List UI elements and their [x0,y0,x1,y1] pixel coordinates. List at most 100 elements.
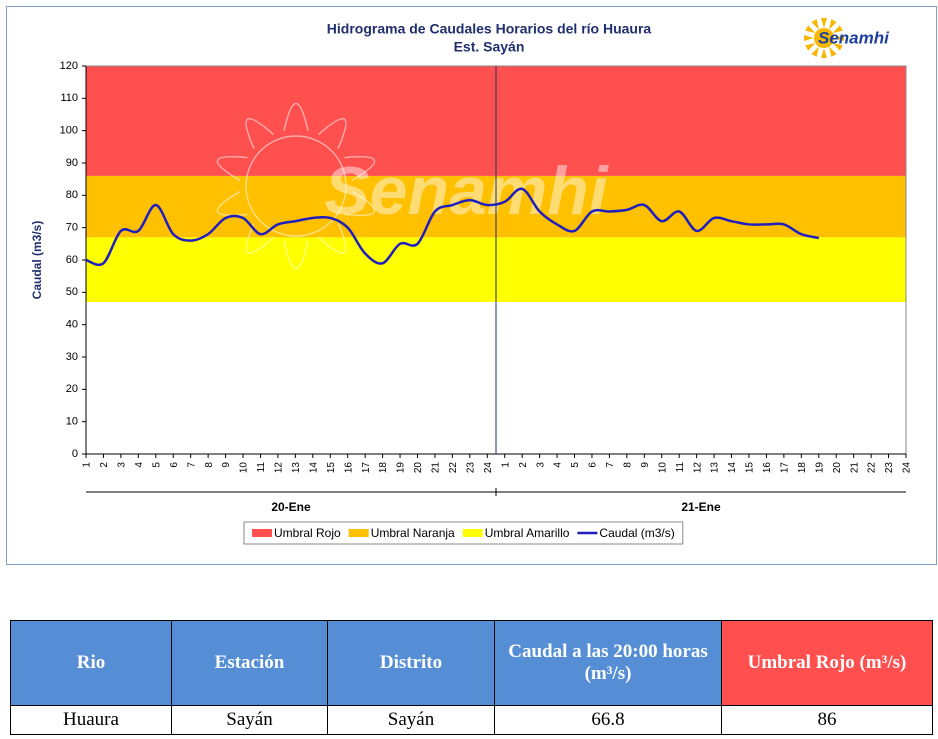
watermark-ray [245,223,274,254]
x-tick-label: 6 [588,462,599,468]
legend-label: Umbral Rojo [274,526,341,540]
legend-swatch [252,529,272,537]
x-tick-label: 19 [396,462,407,474]
x-tick-label: 6 [169,462,180,468]
x-tick-label: 18 [378,462,389,474]
header-cell: Estación [171,620,328,706]
x-tick-label: 23 [465,462,476,474]
x-tick-label: 19 [814,462,825,474]
logo-ray [805,43,816,51]
series-line [85,187,820,267]
x-tick-label: 8 [622,462,633,468]
header-cell: Rio [10,620,172,706]
watermark-sun [216,102,376,270]
legend-swatch [462,529,483,537]
watermark-core [245,135,347,237]
watermark-ray [318,118,347,149]
x-tick-label: 15 [326,462,337,474]
x-tick-label: 12 [692,462,703,474]
y-tick-label: 70 [66,222,78,234]
x-tick-label: 20 [413,462,424,474]
y-tick-label: 0 [72,448,78,460]
x-tick-label: 8 [204,462,215,468]
header-cell: Umbral Rojo (m³/s) [721,620,933,706]
x-tick-label: 3 [117,462,128,468]
x-tick-label: 15 [745,462,756,474]
x-tick-label: 11 [675,462,686,473]
watermark-ray [344,155,376,182]
y-tick-label: 40 [66,319,78,331]
logo-ray [821,48,827,58]
x-tick-label: 5 [570,462,581,468]
watermark-ray [318,223,347,254]
y-tick-label: 120 [60,60,78,72]
x-tick-label: 1 [500,462,511,468]
logo-ray [811,19,819,30]
x-tick-label: 12 [274,462,285,474]
y-tick-label: 50 [66,286,78,298]
y-tick-label: 110 [60,92,78,104]
x-tick-label: 11 [256,462,267,473]
header-cell: Caudal a las 20:00 horas (m³/s) [494,620,722,706]
x-tick-label: 1 [82,462,93,468]
watermark-ray [344,190,376,217]
x-tick-label: 16 [343,462,354,474]
x-tick-label: 3 [535,462,546,468]
x-tick-label: 2 [518,462,529,468]
x-tick-label: 4 [553,462,564,468]
watermark: Senamhi [324,153,610,229]
summary-table: Rio Estación Distrito Caudal a las 20:00… [10,620,933,735]
legend-label: Umbral Amarillo [485,526,570,540]
x-tick-label: 9 [221,462,232,468]
logo-ray [832,43,843,51]
y-tick-label: 20 [66,383,78,395]
legend-label: Caudal (m3/s) [599,526,674,540]
cell: Sayán [327,705,495,735]
x-tick-label: 21 [849,462,860,474]
x-tick-label: 10 [239,462,250,474]
y-tick-label: 90 [66,157,78,169]
x-tick-label: 14 [727,462,738,474]
logo-ray [829,19,837,30]
logo-sun [804,18,844,58]
logo-ray [832,25,843,33]
x-tick-label: 23 [884,462,895,474]
x-tick-label: 7 [605,462,616,468]
x-tick-label: 21 [431,462,442,474]
x-tick-label: 24 [483,462,494,474]
header-row: Rio Estación Distrito Caudal a las 20:00… [10,620,933,706]
chart-title: Hidrograma de Caudales Horarios del río … [327,21,652,37]
x-tick-label: 5 [151,462,162,468]
x-tick-label: 7 [186,462,197,468]
logo-core [814,28,834,48]
y-tick-label: 100 [60,125,78,137]
x-tick-label: 17 [780,462,791,474]
group-label: 20-Ene [271,500,311,514]
x-tick-label: 4 [134,462,145,468]
chart-subtitle: Est. Sayán [454,39,525,55]
watermark-ray [283,102,309,132]
legend-label: Umbral Naranja [371,526,455,540]
x-tick-label: 24 [902,462,913,474]
legend-swatch [348,529,369,537]
x-tick-label: 17 [361,462,372,474]
x-tick-label: 16 [762,462,773,474]
x-tick-label: 18 [797,462,808,474]
logo-ray [821,18,827,28]
cell: Sayán [171,705,328,735]
legend: Umbral Rojo Umbral Naranja Umbral Amarillo… [243,521,684,545]
cell: 86 [721,705,933,735]
logo-ray [829,46,837,57]
x-tick-label: 2 [99,462,110,468]
x-tick-label: 9 [640,462,651,468]
x-tick-label: 13 [291,462,302,474]
y-tick-label: 80 [66,189,78,201]
data-row: Huaura Sayán Sayán 66.8 86 [10,705,933,735]
chart: Hidrograma de Caudales Horarios del río … [6,6,937,565]
x-tick-label: 20 [832,462,843,474]
cell: Huaura [10,705,172,735]
y-axis-label: Caudal (m3/s) [30,221,44,300]
x-tick-label: 22 [448,462,459,474]
group-label: 21-Ene [681,500,721,514]
